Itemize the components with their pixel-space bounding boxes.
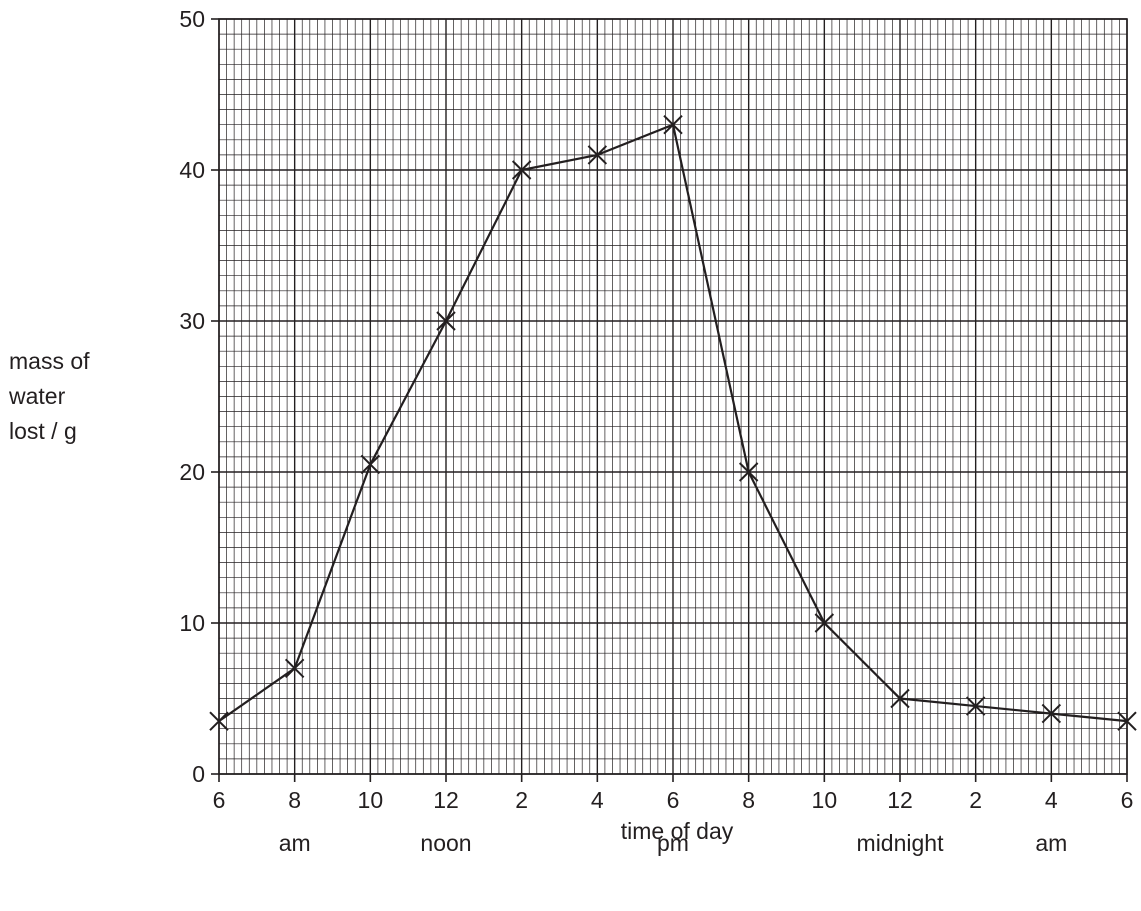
- data-point-marker: [738, 462, 759, 482]
- data-point-marker: [1041, 703, 1062, 724]
- x-period-label: am: [1035, 830, 1067, 856]
- y-tick-label: 40: [179, 157, 205, 183]
- x-period-label: pm: [657, 830, 689, 856]
- y-axis-label-line-3: lost / g: [9, 418, 77, 444]
- x-tick-label: 4: [1045, 787, 1058, 813]
- y-tick-label: 20: [179, 459, 205, 485]
- x-tick-label: 10: [812, 787, 838, 813]
- data-point-marker: [814, 613, 835, 633]
- data-point-marker: [965, 696, 986, 716]
- y-tick-label: 50: [179, 6, 205, 32]
- data-point-marker: [360, 454, 381, 475]
- data-point-marker: [663, 114, 683, 135]
- x-tick-label: 6: [1121, 787, 1134, 813]
- data-point-marker: [511, 160, 532, 180]
- y-tick-label: 30: [179, 308, 205, 334]
- data-point-marker: [587, 145, 608, 165]
- y-tick-label: 0: [192, 761, 205, 787]
- x-period-label: midnight: [857, 830, 945, 856]
- data-point-marker: [284, 658, 305, 679]
- data-point-marker: [890, 688, 910, 709]
- data-point-marker: [1117, 711, 1137, 731]
- y-axis-label-line-2: water: [9, 383, 66, 409]
- data-point-marker: [436, 311, 456, 331]
- x-tick-label: 2: [969, 787, 982, 813]
- x-tick-label: 6: [667, 787, 680, 813]
- x-axis-title: time of day: [620, 818, 734, 844]
- x-tick-label: 6: [213, 787, 226, 813]
- x-tick-label: 10: [358, 787, 384, 813]
- x-tick-label: 12: [433, 787, 459, 813]
- data-point-marker: [209, 711, 229, 731]
- x-period-label: noon: [420, 830, 471, 856]
- x-tick-label: 2: [515, 787, 528, 813]
- x-tick-label: 4: [591, 787, 604, 813]
- y-tick-label: 10: [179, 610, 205, 636]
- x-tick-label: 8: [742, 787, 755, 813]
- x-tick-label: 8: [288, 787, 301, 813]
- y-axis-label-line-1: mass of: [9, 348, 90, 374]
- x-period-label: am: [279, 830, 311, 856]
- x-tick-label: 12: [887, 787, 913, 813]
